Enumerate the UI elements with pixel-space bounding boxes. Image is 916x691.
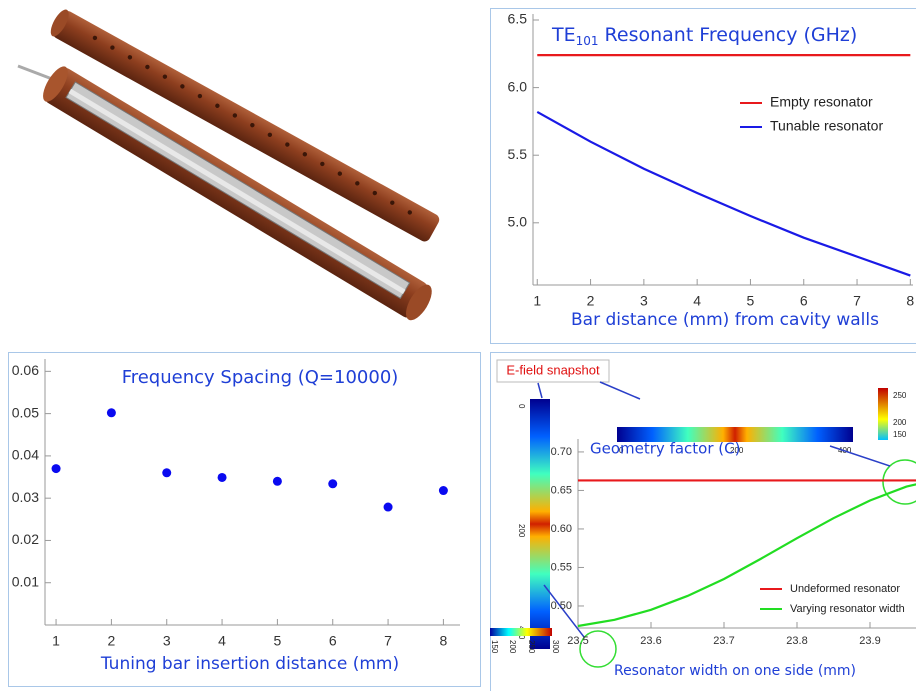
y-tick-label: 5.5 bbox=[508, 146, 528, 162]
snapshot: E-field snapshot 0 200 400 250 200 150 0… bbox=[490, 360, 916, 667]
chart-title: TE101 Resonant Frequency (GHz) bbox=[551, 24, 857, 48]
point bbox=[162, 468, 171, 477]
point bbox=[107, 408, 116, 417]
chart-title: Frequency Spacing (Q=10000) bbox=[122, 367, 399, 388]
x-tick-label: 6 bbox=[800, 293, 808, 309]
x-tick-label: 1 bbox=[533, 293, 541, 309]
panel-frame bbox=[9, 353, 481, 687]
figure: TE101Resonant Frequency (GHz) E-field sn… bbox=[0, 0, 916, 691]
point bbox=[52, 464, 61, 473]
x-tick-label: 5 bbox=[274, 633, 282, 649]
x-tick-label: 4 bbox=[218, 633, 226, 649]
colorbar-label: 150 bbox=[893, 430, 907, 439]
x-tick-label: 6 bbox=[329, 633, 337, 649]
y-tick-label: 0.55 bbox=[551, 561, 572, 573]
x-tick-label: 7 bbox=[853, 293, 861, 309]
point bbox=[273, 477, 282, 486]
legend-label: Undeformed resonator bbox=[790, 583, 900, 595]
x-tick-label: 23.6 bbox=[640, 635, 661, 647]
series-line bbox=[537, 112, 910, 276]
legend-label: Tunable resonator bbox=[770, 118, 883, 134]
title-subscript: 101 bbox=[576, 34, 599, 48]
tick-label: 200 bbox=[517, 524, 526, 538]
x-tick-label: 1 bbox=[52, 633, 60, 649]
y-tick-label: 5.0 bbox=[508, 214, 528, 230]
point bbox=[328, 479, 337, 488]
y-tick-label: 0.05 bbox=[12, 404, 39, 420]
colorbar-label: 200 bbox=[893, 418, 907, 427]
tick-label: 0 bbox=[517, 404, 526, 409]
title-rest: Resonant Frequency (GHz) bbox=[605, 24, 858, 46]
x-axis-label: Resonator width on one side (mm) bbox=[614, 663, 856, 679]
x-tick-label: 23.8 bbox=[786, 635, 807, 647]
point bbox=[218, 473, 227, 482]
snapshot-label: E-field snapshot bbox=[506, 362, 600, 377]
legend-label: Varying resonator width bbox=[790, 603, 905, 615]
x-tick-label: 23.9 bbox=[859, 635, 880, 647]
y-tick-label: 0.70 bbox=[551, 446, 572, 458]
y-tick-label: 6.5 bbox=[508, 11, 528, 27]
x-axis-label: Tuning bar insertion distance (mm) bbox=[100, 654, 399, 674]
y-tick-label: 0.03 bbox=[12, 489, 39, 505]
resonator-render bbox=[18, 7, 441, 324]
title-main: TE bbox=[551, 24, 576, 46]
x-tick-label: 8 bbox=[906, 293, 914, 309]
x-tick-label: 5 bbox=[747, 293, 755, 309]
x-tick-label: 3 bbox=[163, 633, 171, 649]
x-tick-label: 8 bbox=[440, 633, 448, 649]
x-tick-label: 4 bbox=[693, 293, 701, 309]
x-tick-label: 2 bbox=[587, 293, 595, 309]
x-tick-label: 23.7 bbox=[713, 635, 734, 647]
colorbar-label: 250 bbox=[893, 391, 907, 400]
point bbox=[439, 486, 448, 495]
y-tick-label: 0.01 bbox=[12, 573, 39, 589]
colorbar-label: 150 bbox=[490, 640, 499, 654]
x-tick-label: 23.5 bbox=[567, 635, 588, 647]
y-tick-label: 0.06 bbox=[12, 362, 39, 378]
x-tick-label: 3 bbox=[640, 293, 648, 309]
y-tick-label: 0.04 bbox=[12, 447, 39, 463]
colorbar-label: 200 bbox=[508, 640, 517, 654]
x-tick-label: 7 bbox=[384, 633, 392, 649]
point bbox=[384, 503, 393, 512]
colorbar-label: 250 bbox=[527, 640, 536, 654]
chart-title: Geometry factor (C) bbox=[590, 440, 740, 458]
colorbar-label: 300 bbox=[551, 640, 560, 654]
y-tick-label: 0.60 bbox=[551, 523, 572, 535]
x-tick-label: 2 bbox=[108, 633, 116, 649]
y-tick-label: 6.0 bbox=[508, 78, 528, 94]
y-tick-label: 0.65 bbox=[551, 484, 572, 496]
x-axis-label: Bar distance (mm) from cavity walls bbox=[571, 310, 879, 330]
y-tick-label: 0.02 bbox=[12, 531, 39, 547]
legend-label: Empty resonator bbox=[770, 94, 873, 110]
y-tick-label: 0.50 bbox=[551, 600, 572, 612]
